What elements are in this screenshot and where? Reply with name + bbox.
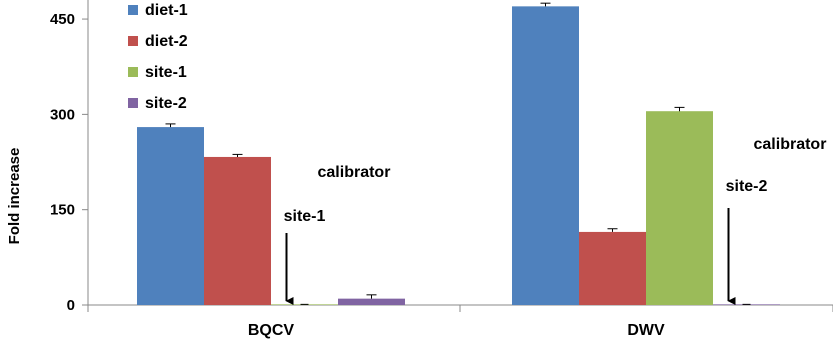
bar-site-1-DWV	[646, 111, 713, 306]
legend-label: diet-1	[145, 2, 188, 19]
legend-label: diet-2	[145, 33, 188, 50]
annotations: calibrator site-1 calibrator site-2	[284, 136, 827, 305]
y-tick-label: 300	[50, 106, 75, 123]
legend: diet-1 diet-2 site-1 site-2	[128, 2, 188, 112]
bar-site-2-BQCV	[338, 298, 405, 305]
legend-swatch-diet-1	[128, 5, 138, 15]
y-tick-label: 450	[50, 11, 75, 28]
annotation-label: calibrator	[318, 164, 391, 181]
bar-diet-1-DWV	[512, 6, 579, 306]
legend-swatch-site-1	[128, 67, 138, 77]
annotation-label: calibrator	[754, 136, 827, 153]
y-axis-title: Fold increase	[6, 148, 23, 245]
y-tick-label: 150	[50, 202, 75, 219]
legend-swatch-site-2	[128, 98, 138, 108]
x-category-label: BQCV	[248, 322, 295, 339]
legend-swatch-diet-2	[128, 36, 138, 46]
bars	[137, 2, 780, 306]
annotation-label: site-1	[284, 208, 326, 225]
annotation-label: site-2	[726, 178, 768, 195]
legend-label: site-1	[145, 64, 187, 81]
bar-diet-1-BQCV	[137, 127, 204, 305]
y-tick-label: 0	[67, 297, 75, 314]
legend-label: site-2	[145, 95, 187, 112]
x-category-label: DWV	[627, 322, 665, 339]
bar-diet-2-BQCV	[204, 156, 271, 305]
bar-diet-2-DWV	[579, 231, 646, 305]
